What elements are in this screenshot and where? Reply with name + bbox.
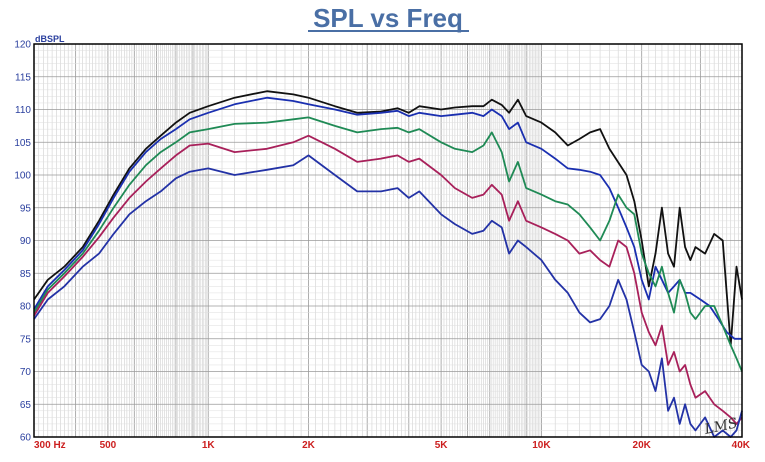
grid-lines — [33, 43, 743, 438]
x-tick-label: 40K — [732, 440, 751, 451]
x-tick-label: 500 — [100, 440, 117, 451]
y-tick-label: 100 — [14, 171, 31, 182]
y-tick-label: 95 — [20, 203, 32, 214]
x-tick-label: 20K — [633, 440, 652, 451]
series-line-2 — [33, 96, 742, 340]
y-tick-label: 60 — [20, 433, 32, 444]
lms-watermark: LMS — [702, 415, 739, 438]
series-line-3 — [33, 116, 743, 372]
y-tick-label: 80 — [20, 302, 32, 313]
y-tick-label: 115 — [15, 72, 31, 83]
series-line-5 — [33, 154, 743, 438]
plot-frame — [33, 43, 743, 438]
x-tick-labels: 300 Hz 500 1K 2K 5K 10K 20K 40K — [34, 440, 751, 451]
series-line-4 — [33, 134, 743, 425]
y-axis-label: dBSPL — [35, 34, 65, 44]
x-tick-label: 10K — [532, 440, 551, 451]
y-tick-label: 120 — [14, 40, 31, 51]
x-tick-label: 300 Hz — [34, 440, 66, 451]
y-tick-label: 70 — [20, 367, 32, 378]
y-tick-label: 90 — [20, 236, 32, 247]
x-tick-label: 2K — [302, 440, 316, 451]
y-tick-label: 75 — [20, 334, 32, 345]
y-tick-label: 85 — [20, 269, 32, 280]
x-tick-label: 1K — [202, 440, 216, 451]
y-tick-labels: 60 65 70 75 80 85 90 95 100 105 110 115 120 — [14, 40, 31, 444]
y-tick-label: 65 — [20, 400, 32, 411]
y-tick-label: 110 — [15, 105, 31, 116]
series-line-1 — [33, 90, 743, 347]
x-tick-label: 5K — [435, 440, 449, 451]
data-series — [33, 90, 743, 438]
y-tick-label: 105 — [14, 138, 31, 149]
chart-title: SPL vs Freq — [313, 3, 463, 33]
